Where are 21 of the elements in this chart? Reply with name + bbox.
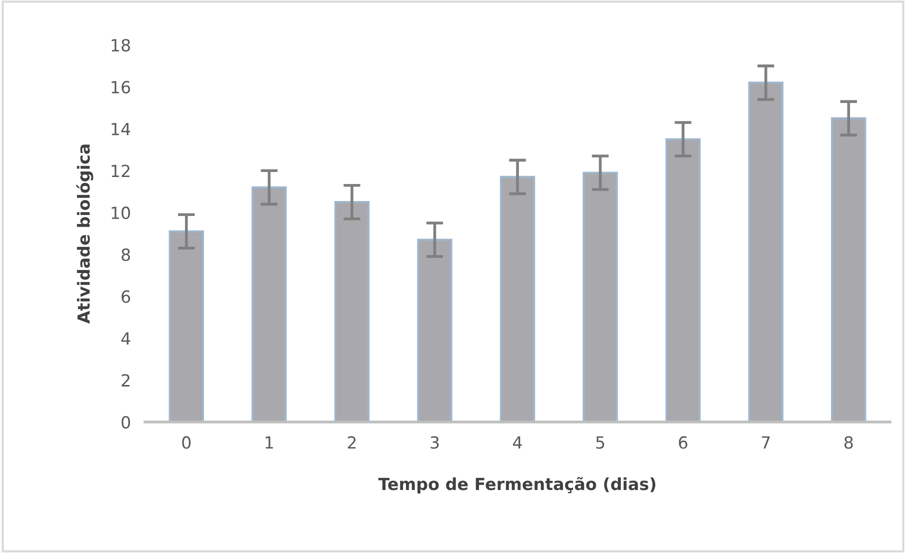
x-tick-label: 3 [430,436,439,449]
y-tick-label: 18 [112,38,130,52]
y-tick-label: 16 [112,80,130,94]
x-tick-label: 8 [844,436,853,449]
x-tick-label: 2 [348,436,356,449]
y-tick-label: 10 [112,206,130,220]
x-tick-label: 6 [678,436,688,449]
y-tick-label: 0 [122,416,130,429]
x-tick-label: 5 [596,436,604,449]
x-tick-label: 0 [182,436,191,449]
y-tick-label: 8 [122,248,130,262]
y-tick-label: 4 [121,332,130,345]
x-tick-label: 7 [762,436,770,449]
x-tick-label: 1 [266,436,273,449]
y-axis-title: Atividade biológica [76,144,94,324]
y-tick-label: 14 [112,122,130,136]
x-axis-title: Tempo de Fermentação (dias) [378,477,656,494]
y-tick-label: 12 [112,164,130,177]
x-tick-label: 4 [513,436,522,449]
y-tick-label: 6 [122,290,130,303]
y-tick-label: 2 [122,374,130,386]
